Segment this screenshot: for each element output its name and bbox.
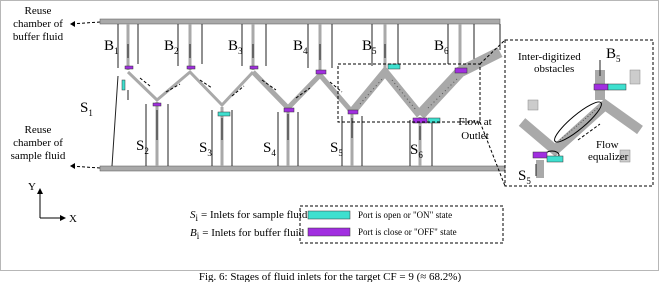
base: S bbox=[410, 142, 418, 158]
sub: 6 bbox=[444, 46, 449, 56]
label-line: equalizer bbox=[588, 151, 629, 163]
sub: 4 bbox=[303, 46, 308, 56]
legend-label: Port is open or "ON" state bbox=[358, 210, 452, 220]
sub: 3 bbox=[207, 148, 212, 158]
label-line: Flow bbox=[596, 139, 619, 151]
base: B bbox=[362, 38, 372, 54]
axis-label: X bbox=[69, 213, 77, 225]
mixing-channel bbox=[128, 52, 500, 115]
base: B bbox=[164, 38, 174, 54]
inlet-label: B2 bbox=[164, 38, 179, 56]
caption: Fig. 6: Stages of fluid inlets for the t… bbox=[199, 271, 462, 282]
base: B bbox=[606, 46, 616, 62]
port bbox=[122, 80, 125, 90]
base: B bbox=[228, 38, 238, 54]
base: B bbox=[434, 38, 444, 54]
arrow-head bbox=[70, 163, 75, 169]
base: S bbox=[136, 138, 144, 154]
label-line: Inter-digitized bbox=[518, 51, 581, 63]
port bbox=[125, 66, 133, 69]
port bbox=[348, 110, 358, 114]
base: S bbox=[330, 140, 338, 156]
inlet-label: S2 bbox=[136, 138, 149, 156]
inlet-label: S3 bbox=[199, 140, 212, 158]
sub: i bbox=[196, 213, 199, 223]
sub: 5 bbox=[616, 54, 621, 64]
port bbox=[153, 103, 161, 106]
port bbox=[533, 152, 547, 158]
arrow-head bbox=[70, 21, 75, 27]
port bbox=[316, 70, 326, 74]
port bbox=[547, 156, 563, 162]
label-line: chamber of bbox=[13, 137, 63, 149]
legend-swatch bbox=[308, 228, 350, 236]
inlet-label: B4 bbox=[293, 38, 308, 56]
sample-reuse-bar bbox=[100, 166, 505, 171]
sub: i bbox=[197, 231, 200, 241]
sub: 2 bbox=[174, 46, 179, 56]
legend-swatch bbox=[308, 211, 350, 219]
label-line: Reuse bbox=[25, 5, 52, 17]
text: = Inlets for buffer fluid bbox=[202, 227, 304, 239]
reuse-buffer-label: Reuse chamber of buffer fluid bbox=[13, 5, 64, 43]
sub: 6 bbox=[418, 150, 423, 160]
text: = Inlets for sample fluid bbox=[201, 209, 308, 221]
key-sample: Si= Inlets for sample fluid bbox=[190, 209, 308, 223]
key-buffer: Bi= Inlets for buffer fluid bbox=[190, 227, 305, 241]
zoom-line bbox=[480, 122, 505, 186]
sub: 1 bbox=[114, 46, 119, 56]
axes-indicator: Y X bbox=[28, 181, 77, 225]
port bbox=[218, 112, 230, 116]
reuse-sample-label: Reuse chamber of sample fluid bbox=[11, 124, 66, 162]
sub: 5 bbox=[526, 176, 531, 186]
buffer-inlet-labels: B1 B2 B3 B4 B5 B6 bbox=[104, 38, 449, 56]
inlet-label: S5 bbox=[330, 140, 343, 158]
sub: 4 bbox=[271, 148, 276, 158]
label-line: chamber of bbox=[13, 18, 63, 30]
port bbox=[608, 84, 626, 90]
inset-sample-label: S5 bbox=[518, 168, 531, 186]
port bbox=[187, 66, 195, 69]
sub: 5 bbox=[372, 46, 377, 56]
base: B bbox=[293, 38, 303, 54]
base: B bbox=[104, 38, 114, 54]
sub: 5 bbox=[338, 148, 343, 158]
inlet-label: B3 bbox=[228, 38, 243, 56]
label-line: buffer fluid bbox=[13, 31, 64, 43]
figure: Reuse chamber of buffer fluid Reuse cham… bbox=[0, 0, 659, 282]
inlet-label: B6 bbox=[434, 38, 449, 56]
inlet-label: B5 bbox=[362, 38, 377, 56]
port bbox=[284, 108, 294, 112]
port bbox=[388, 64, 400, 69]
sub: 2 bbox=[144, 146, 149, 156]
port bbox=[455, 68, 467, 73]
legend-label: Port is close or "OFF" state bbox=[358, 227, 457, 237]
sub: 3 bbox=[238, 46, 243, 56]
base: S bbox=[263, 140, 271, 156]
label-line: Outlet bbox=[461, 130, 489, 142]
sub: 1 bbox=[88, 108, 93, 118]
label-line: sample fluid bbox=[11, 150, 66, 162]
inlet-label: S4 bbox=[263, 140, 276, 158]
inlet-label: S1 bbox=[80, 100, 93, 118]
base: S bbox=[80, 100, 88, 116]
buffer-reuse-bar bbox=[100, 19, 500, 24]
port bbox=[594, 84, 608, 90]
axis-label: Y bbox=[28, 181, 36, 193]
base: S bbox=[199, 140, 207, 156]
base: S bbox=[518, 168, 526, 184]
inset-buffer-label: B5 bbox=[606, 46, 621, 64]
legend: Port is open or "ON" state Port is close… bbox=[300, 206, 503, 243]
label-line: obstacles bbox=[534, 63, 574, 75]
port bbox=[250, 66, 258, 69]
inlet-label: B1 bbox=[104, 38, 119, 56]
label-line: Reuse bbox=[25, 124, 52, 136]
sample-inlet-labels: S1 S2 S3 S4 S5 S6 bbox=[80, 100, 423, 160]
